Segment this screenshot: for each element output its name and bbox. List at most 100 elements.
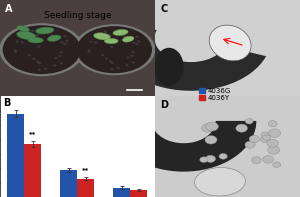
Circle shape [60,52,62,53]
Circle shape [273,162,281,167]
Circle shape [111,46,112,47]
Ellipse shape [28,37,43,43]
Circle shape [260,136,269,142]
Circle shape [136,44,137,45]
Circle shape [205,136,217,144]
Circle shape [127,57,129,58]
Circle shape [206,122,218,131]
Circle shape [38,46,40,47]
Circle shape [136,36,138,37]
Circle shape [128,37,129,38]
Ellipse shape [17,26,29,32]
Circle shape [133,62,134,63]
Circle shape [54,65,56,66]
Circle shape [131,37,133,38]
Ellipse shape [209,25,251,61]
Circle shape [245,141,255,148]
Circle shape [200,157,208,163]
Bar [77,179,94,197]
Bar [24,144,41,197]
Circle shape [90,41,92,42]
Ellipse shape [94,33,110,40]
Circle shape [28,55,30,56]
Circle shape [105,31,106,32]
Circle shape [269,129,281,137]
Circle shape [261,132,269,138]
Circle shape [131,55,133,56]
Circle shape [205,155,216,162]
Circle shape [0,24,83,75]
Circle shape [61,42,63,43]
Circle shape [55,57,57,59]
Circle shape [74,25,154,74]
Circle shape [102,55,103,56]
Legend: 4036G, 4036Y: 4036G, 4036Y [198,87,231,101]
Circle shape [61,63,62,64]
Circle shape [138,41,140,42]
Circle shape [202,124,213,132]
Ellipse shape [47,35,61,41]
Circle shape [249,135,260,143]
Circle shape [267,139,278,147]
Circle shape [77,27,151,72]
Circle shape [106,58,107,59]
Circle shape [251,157,261,164]
Text: B: B [3,98,10,108]
Circle shape [236,124,248,132]
Circle shape [117,68,119,69]
Circle shape [268,121,277,127]
Ellipse shape [36,27,54,34]
Circle shape [64,43,66,45]
Text: **: ** [29,132,36,138]
Circle shape [15,50,16,51]
Circle shape [56,37,57,38]
Circle shape [16,41,18,42]
Bar [60,170,77,197]
Circle shape [45,68,46,69]
Circle shape [39,63,41,64]
Circle shape [263,135,271,140]
Circle shape [22,42,23,43]
Circle shape [66,41,68,42]
Text: C: C [160,4,168,14]
Circle shape [109,35,111,36]
Ellipse shape [16,31,36,40]
Circle shape [245,119,253,124]
Circle shape [111,68,113,70]
Circle shape [123,35,125,37]
Circle shape [219,153,227,159]
Bar [113,188,130,197]
Circle shape [88,51,90,52]
Text: A: A [4,4,12,14]
FancyBboxPatch shape [0,0,154,96]
Circle shape [32,31,33,32]
Circle shape [263,156,274,163]
FancyBboxPatch shape [154,96,300,197]
Bar [7,114,24,197]
Circle shape [3,26,80,73]
Circle shape [37,61,38,62]
Circle shape [59,37,61,38]
Circle shape [132,52,134,53]
Wedge shape [111,20,266,91]
Circle shape [14,51,16,52]
Bar [130,190,148,197]
Circle shape [38,69,40,70]
Circle shape [133,42,135,43]
Circle shape [126,64,128,65]
Ellipse shape [104,38,118,44]
Circle shape [111,62,113,63]
Circle shape [64,36,66,37]
FancyBboxPatch shape [154,0,300,96]
Text: D: D [160,100,168,110]
Circle shape [110,61,111,62]
Ellipse shape [122,36,134,42]
Circle shape [59,56,61,57]
Text: Seedling stage: Seedling stage [44,11,111,20]
Ellipse shape [113,30,128,35]
Circle shape [88,50,90,51]
Circle shape [95,42,97,43]
Text: **: ** [82,168,89,174]
Wedge shape [115,121,256,172]
Ellipse shape [154,48,184,86]
